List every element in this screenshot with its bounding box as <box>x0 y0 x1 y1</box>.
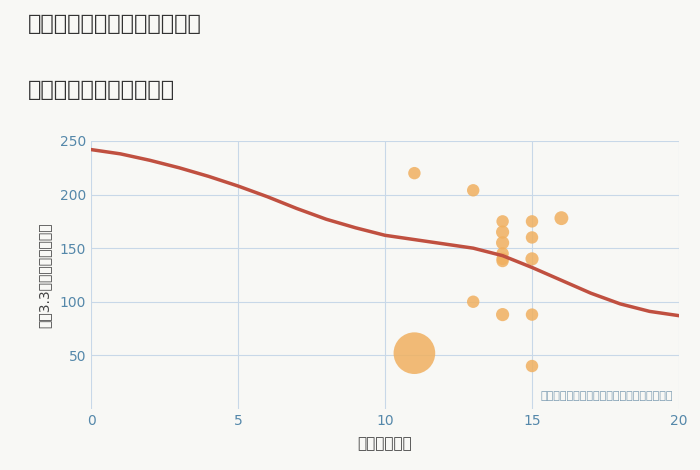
Point <box>468 187 479 194</box>
Point <box>468 298 479 306</box>
Point <box>526 255 538 263</box>
Point <box>526 311 538 318</box>
Text: 円の大きさは、取引のあった物件面積を示す: 円の大きさは、取引のあった物件面積を示す <box>540 391 673 401</box>
Point <box>497 228 508 236</box>
Text: 兵庫県西宮市甲子園一番町の: 兵庫県西宮市甲子園一番町の <box>28 14 202 34</box>
Point <box>526 234 538 241</box>
Point <box>497 250 508 257</box>
Point <box>526 362 538 370</box>
Text: 駅距離別中古戸建て価格: 駅距離別中古戸建て価格 <box>28 80 175 100</box>
Point <box>497 255 508 263</box>
X-axis label: 駅距離（分）: 駅距離（分） <box>358 436 412 451</box>
Point <box>497 218 508 225</box>
Point <box>497 311 508 318</box>
Point <box>497 257 508 265</box>
Y-axis label: 坪（3.3㎡）単価（万円）: 坪（3.3㎡）単価（万円） <box>37 222 51 328</box>
Point <box>409 349 420 357</box>
Point <box>556 214 567 222</box>
Point <box>409 169 420 177</box>
Point <box>497 239 508 247</box>
Point <box>526 218 538 225</box>
